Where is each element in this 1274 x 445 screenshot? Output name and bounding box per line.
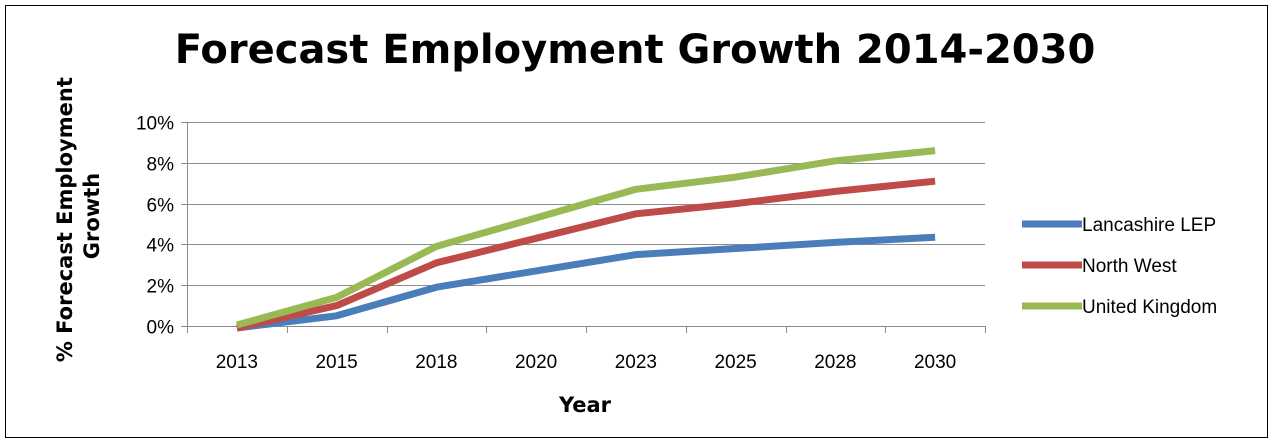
y-tick-label: 8%: [147, 155, 175, 176]
x-tick-label: 2013: [216, 352, 258, 373]
y-tick-label: 0%: [147, 318, 175, 339]
legend: Lancashire LEP North West United Kingdom: [1022, 215, 1217, 318]
legend-label-united-kingdom: United Kingdom: [1082, 297, 1217, 318]
y-tick-label: 10%: [136, 114, 174, 135]
series-line-united-kingdom: [235, 147, 936, 329]
x-tick-labels: 2013 2015 2018 2020 2023 2025 2028 2030: [216, 352, 957, 373]
x-tick-label: 2020: [515, 352, 557, 373]
y-axis-title-line-1: % Forecast Employment: [53, 77, 77, 362]
series-line-lancashire-lep: [236, 233, 936, 332]
series-lines: [235, 147, 936, 332]
y-tick-labels: 0% 2% 4% 6% 8% 10%: [136, 114, 174, 339]
chart-title: Forecast Employment Growth 2014-2030: [175, 27, 1096, 73]
y-tick-label: 4%: [147, 236, 175, 257]
x-tick-label: 2025: [714, 352, 756, 373]
y-axis-title: % Forecast Employment Growth: [53, 70, 104, 362]
x-tick-label: 2030: [914, 352, 956, 373]
x-axis-title: Year: [558, 393, 612, 417]
axes: [181, 122, 986, 333]
x-tick-label: 2023: [615, 352, 657, 373]
x-tick-label: 2028: [814, 352, 856, 373]
legend-label-north-west: North West: [1082, 256, 1177, 277]
series-line-north-west: [236, 177, 936, 332]
y-tick-label: 2%: [147, 277, 175, 298]
y-axis-title-line-2: Growth: [80, 173, 104, 259]
x-tick-label: 2018: [415, 352, 457, 373]
x-tick-label: 2015: [315, 352, 357, 373]
y-tick-label: 6%: [147, 196, 175, 217]
legend-label-lancashire-lep: Lancashire LEP: [1082, 215, 1216, 236]
